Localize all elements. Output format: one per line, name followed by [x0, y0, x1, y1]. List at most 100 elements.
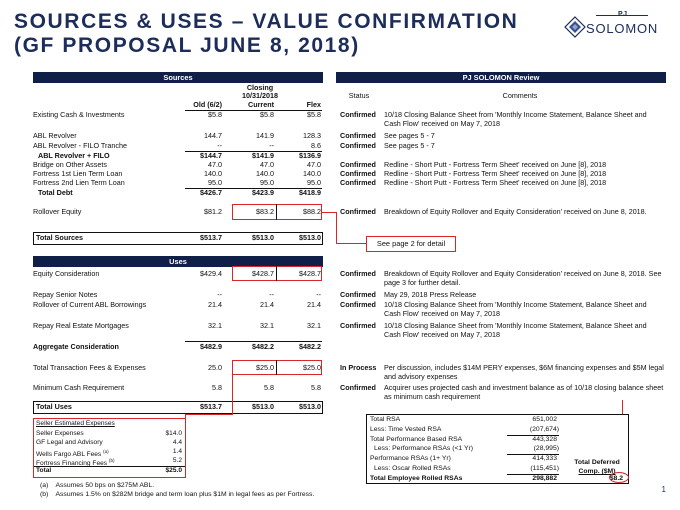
source-current: $83.2 — [256, 207, 274, 216]
review-header: PJ SOLOMON Review — [336, 72, 666, 83]
source-current: $423.9 — [252, 188, 274, 197]
callout-connector — [336, 243, 366, 244]
use-old: $513.7 — [200, 402, 222, 411]
use-label: Total Uses — [36, 402, 72, 411]
source-current: 95.0 — [260, 178, 274, 187]
source-flex: $88.2 — [303, 207, 321, 216]
status-text: Confirmed — [340, 178, 376, 187]
use-label: Rollover of Current ABL Borrowings — [33, 300, 147, 309]
source-label: ABL Revolver — [33, 131, 77, 140]
source-label: Existing Cash & Investments — [33, 110, 125, 119]
rsa-box: Total RSA 651,002 Less: Time Vested RSA … — [366, 414, 629, 484]
seller-row-value: 4.4 — [172, 439, 182, 446]
rsa-value: (207,674) — [529, 425, 559, 433]
source-flex: 95.0 — [307, 178, 321, 187]
source-old: -- — [217, 141, 222, 150]
use-flex: $513.0 — [299, 402, 321, 411]
footnote-a-mark: (a) — [40, 482, 49, 489]
seller-total-rule — [34, 466, 185, 467]
source-current: $513.0 — [252, 233, 274, 242]
source-label: Bridge on Other Assets — [33, 160, 107, 169]
use-flex: 5.8 — [311, 383, 321, 392]
use-label: Repay Real Estate Mortgages — [33, 321, 129, 330]
page-number: 1 — [661, 485, 666, 494]
col-comments: Comments — [502, 91, 538, 100]
use-current: $513.0 — [252, 402, 274, 411]
rollover-highlight — [232, 204, 322, 220]
footnote-a-text: Assumes 50 bps on $275M ABL. — [55, 482, 155, 489]
title-line-2: (GF PROPOSAL JUNE 8, 2018) — [14, 34, 360, 57]
rsa-label: Total Employee Rolled RSAs — [370, 474, 463, 482]
col-closing-l1: Closing — [246, 83, 274, 92]
source-current: 47.0 — [260, 160, 274, 169]
source-label: ABL Revolver - FILO Tranche — [33, 141, 128, 150]
rsa-value: 414,333 — [532, 455, 557, 462]
source-old: 144.7 — [204, 131, 222, 140]
subtotal-rule — [185, 188, 322, 189]
use-current: $25.0 — [256, 363, 274, 372]
deferred-label-l2: Comp. ($M) — [578, 468, 616, 475]
comment-text: 10/18 Closing Balance Sheet from 'Monthl… — [384, 110, 647, 128]
use-flex: $482.2 — [299, 342, 321, 351]
footnote-b-mark: (b) — [40, 491, 49, 498]
use-label: Minimum Cash Requirement — [33, 383, 125, 392]
source-old: $5.8 — [208, 110, 222, 119]
callout-box: See page 2 for detail — [366, 236, 456, 252]
status-text: Confirmed — [340, 141, 376, 150]
col-current: Current — [248, 100, 274, 109]
source-flex: $513.0 — [299, 233, 321, 242]
seller-row-label: GF Legal and Advisory — [36, 439, 103, 446]
source-flex: 8.6 — [311, 141, 321, 150]
source-label: ABL Revolver + FILO — [38, 151, 110, 160]
source-current: $5.8 — [260, 110, 274, 119]
total-sources-frame — [33, 232, 323, 245]
source-label: Rollover Equity — [33, 207, 82, 216]
comment-text: Per discussion, includes $14M PERY expen… — [384, 363, 664, 381]
uses-header: Uses — [33, 256, 323, 267]
source-flex: $136.9 — [299, 151, 321, 160]
source-label: Total Debt — [38, 188, 73, 197]
use-current: -- — [269, 290, 274, 299]
comment-text: Acquirer uses projected cash and investm… — [384, 383, 664, 401]
use-old: 5.8 — [212, 383, 222, 392]
sources-header: Sources — [33, 72, 323, 83]
deferred-label-l1: Total Deferred — [574, 459, 620, 466]
use-flex: 32.1 — [307, 321, 321, 330]
source-label: Fortress 1st Lien Term Loan — [33, 169, 123, 178]
status-text: Confirmed — [340, 269, 376, 278]
rsa-rule — [507, 473, 559, 475]
rsa-label: Total RSA — [370, 416, 401, 423]
rsa-value: 298,882 — [532, 474, 557, 482]
seller-expenses-box: Seller Estimated Expenses Seller Expense… — [33, 418, 186, 478]
title-line-1: SOURCES & USES – VALUE CONFIRMATION — [14, 10, 519, 33]
comment-text: Redline - Short Putt - Fortress Term She… — [384, 169, 607, 178]
use-old: $482.9 — [200, 342, 222, 351]
rsa-label: Less: Oscar Rolled RSAs — [374, 464, 451, 472]
use-flex: $25.0 — [303, 363, 321, 372]
use-current: $428.7 — [252, 269, 274, 278]
equity-highlight — [232, 266, 322, 281]
use-flex: $428.7 — [299, 269, 321, 278]
rsa-value: (28,995) — [533, 445, 559, 452]
status-text: Confirmed — [340, 110, 376, 119]
seller-expenses-title: Seller Estimated Expenses — [36, 420, 115, 427]
status-text: In Process — [340, 363, 377, 372]
callout-connector — [322, 212, 336, 213]
page-title: SOURCES & USES – VALUE CONFIRMATION (GF … — [14, 10, 534, 58]
rsa-rule — [507, 454, 559, 455]
source-old: 140.0 — [204, 169, 222, 178]
source-old: $81.2 — [204, 207, 222, 216]
footnote-mark: (b) — [108, 458, 115, 463]
footnote-b: (b) Assumes 1.5% on $282M bridge and ter… — [40, 491, 314, 500]
comment-text: Redline - Short Putt - Fortress Term She… — [384, 160, 607, 169]
comment-text: Breakdown of Equity Rollover and Equity … — [384, 207, 647, 216]
use-old: 25.0 — [208, 363, 222, 372]
highlight-divider — [276, 266, 277, 281]
seller-row-value: $25.0 — [165, 467, 182, 474]
subtotal-rule — [185, 341, 322, 342]
source-label: Fortress 2nd Lien Term Loan — [33, 178, 125, 187]
pj-solomon-logo: PJ SOLOMON — [558, 10, 678, 46]
fees-highlight — [232, 360, 322, 375]
source-current: -- — [269, 141, 274, 150]
use-label: Total Transaction Fees & Expenses — [33, 363, 146, 372]
